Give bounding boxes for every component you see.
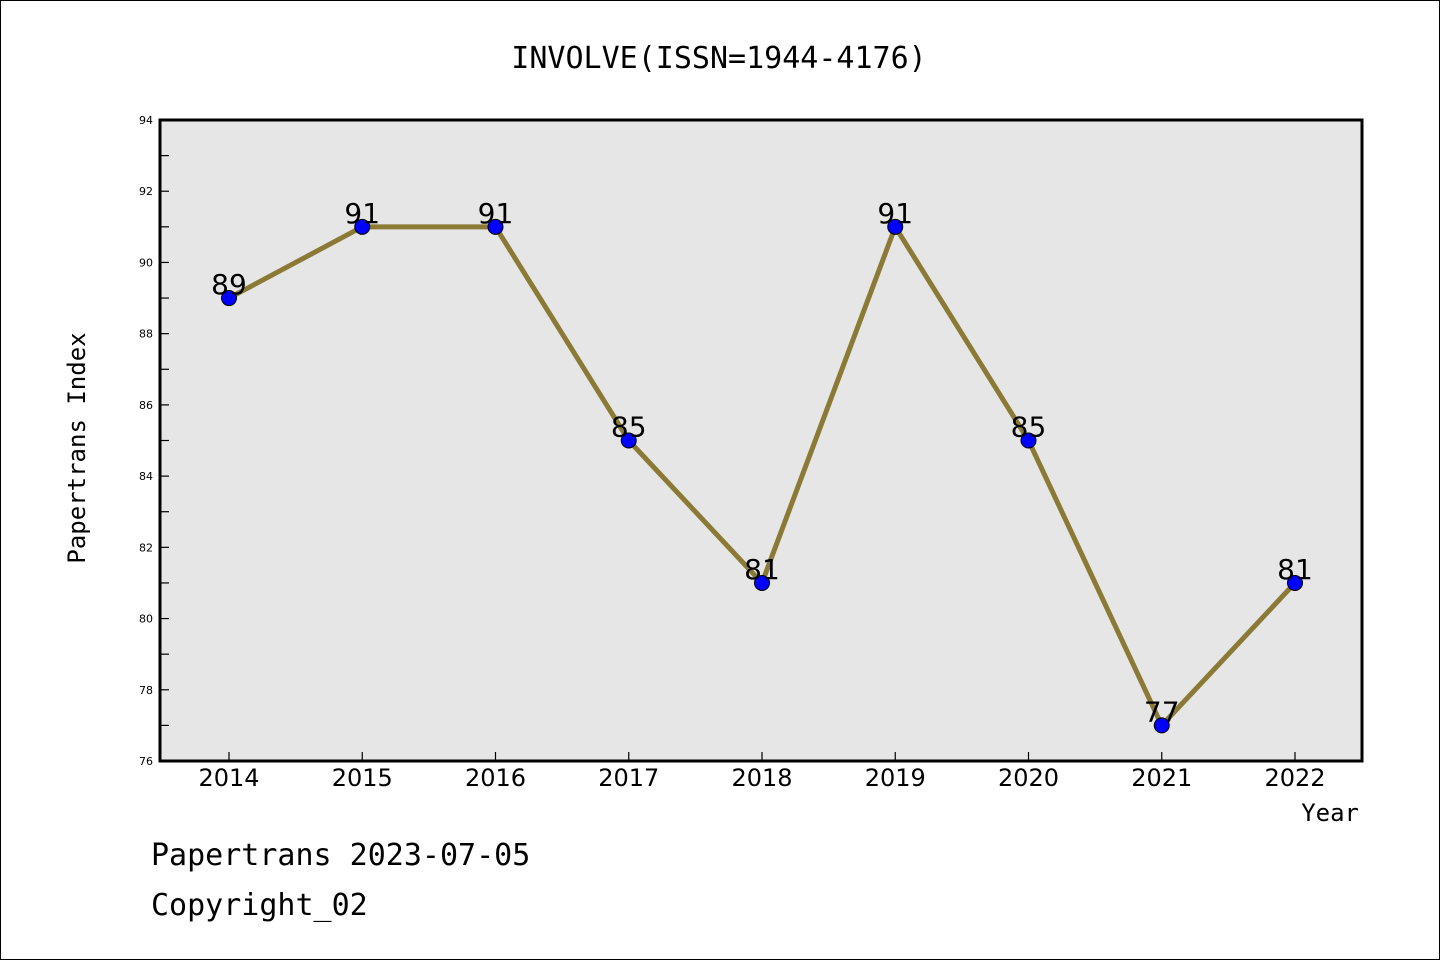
y-tick-label: 86 [139, 399, 153, 412]
data-point [354, 218, 371, 235]
x-axis-title: Year [1301, 799, 1359, 827]
y-tick-label: 84 [139, 470, 153, 483]
data-label: 81 [1277, 553, 1313, 586]
x-tick-label: 2018 [731, 764, 792, 792]
y-tick-label: 94 [139, 114, 153, 127]
chart-title: INVOLVE(ISSN=1944-4176) [511, 41, 926, 76]
series-layer: 89 91 91 85 81 91 85 77 81 [211, 197, 1313, 734]
x-tick-label: 2022 [1264, 764, 1325, 792]
x-tick-label: 2016 [465, 764, 526, 792]
x-axis: 2014 2015 2016 2017 2018 2019 2020 2021 2022 [198, 752, 1326, 792]
data-label: 85 [611, 411, 647, 444]
x-tick-label: 2017 [598, 764, 659, 792]
y-tick-label: 92 [139, 185, 153, 198]
data-label: 77 [1144, 695, 1180, 728]
data-point [754, 574, 770, 591]
x-tick-label: 2014 [198, 764, 259, 792]
data-point [1153, 717, 1170, 734]
plot-area [158, 118, 1364, 763]
data-label: 91 [344, 197, 380, 230]
data-label: 91 [877, 197, 913, 230]
y-tick-label: 78 [139, 684, 153, 697]
y-tick-label: 82 [139, 541, 153, 554]
data-point [620, 432, 637, 449]
data-point [887, 218, 904, 235]
data-point [1287, 574, 1303, 591]
data-point [1020, 432, 1037, 449]
x-tick-label: 2020 [998, 764, 1059, 792]
y-tick-label: 76 [139, 755, 153, 768]
data-label: 81 [744, 553, 780, 586]
x-tick-label: 2019 [865, 764, 926, 792]
y-tick-label: 88 [139, 328, 153, 341]
data-label: 85 [1011, 411, 1047, 444]
y-tick-label: 90 [139, 256, 153, 269]
y-axis: 76 78 80 82 84 86 88 90 92 94 [139, 114, 169, 768]
y-axis-title: Papertrans Index [63, 332, 91, 563]
data-point [221, 290, 237, 307]
x-tick-label: 2021 [1131, 764, 1192, 792]
x-tick-label: 2015 [332, 764, 393, 792]
footer-copyright: Copyright_02 [151, 888, 368, 923]
y-tick-label: 80 [139, 613, 153, 626]
data-label: 91 [478, 197, 514, 230]
data-point [487, 218, 504, 235]
footer-date: Papertrans 2023-07-05 [151, 838, 530, 873]
data-label: 89 [211, 268, 247, 301]
